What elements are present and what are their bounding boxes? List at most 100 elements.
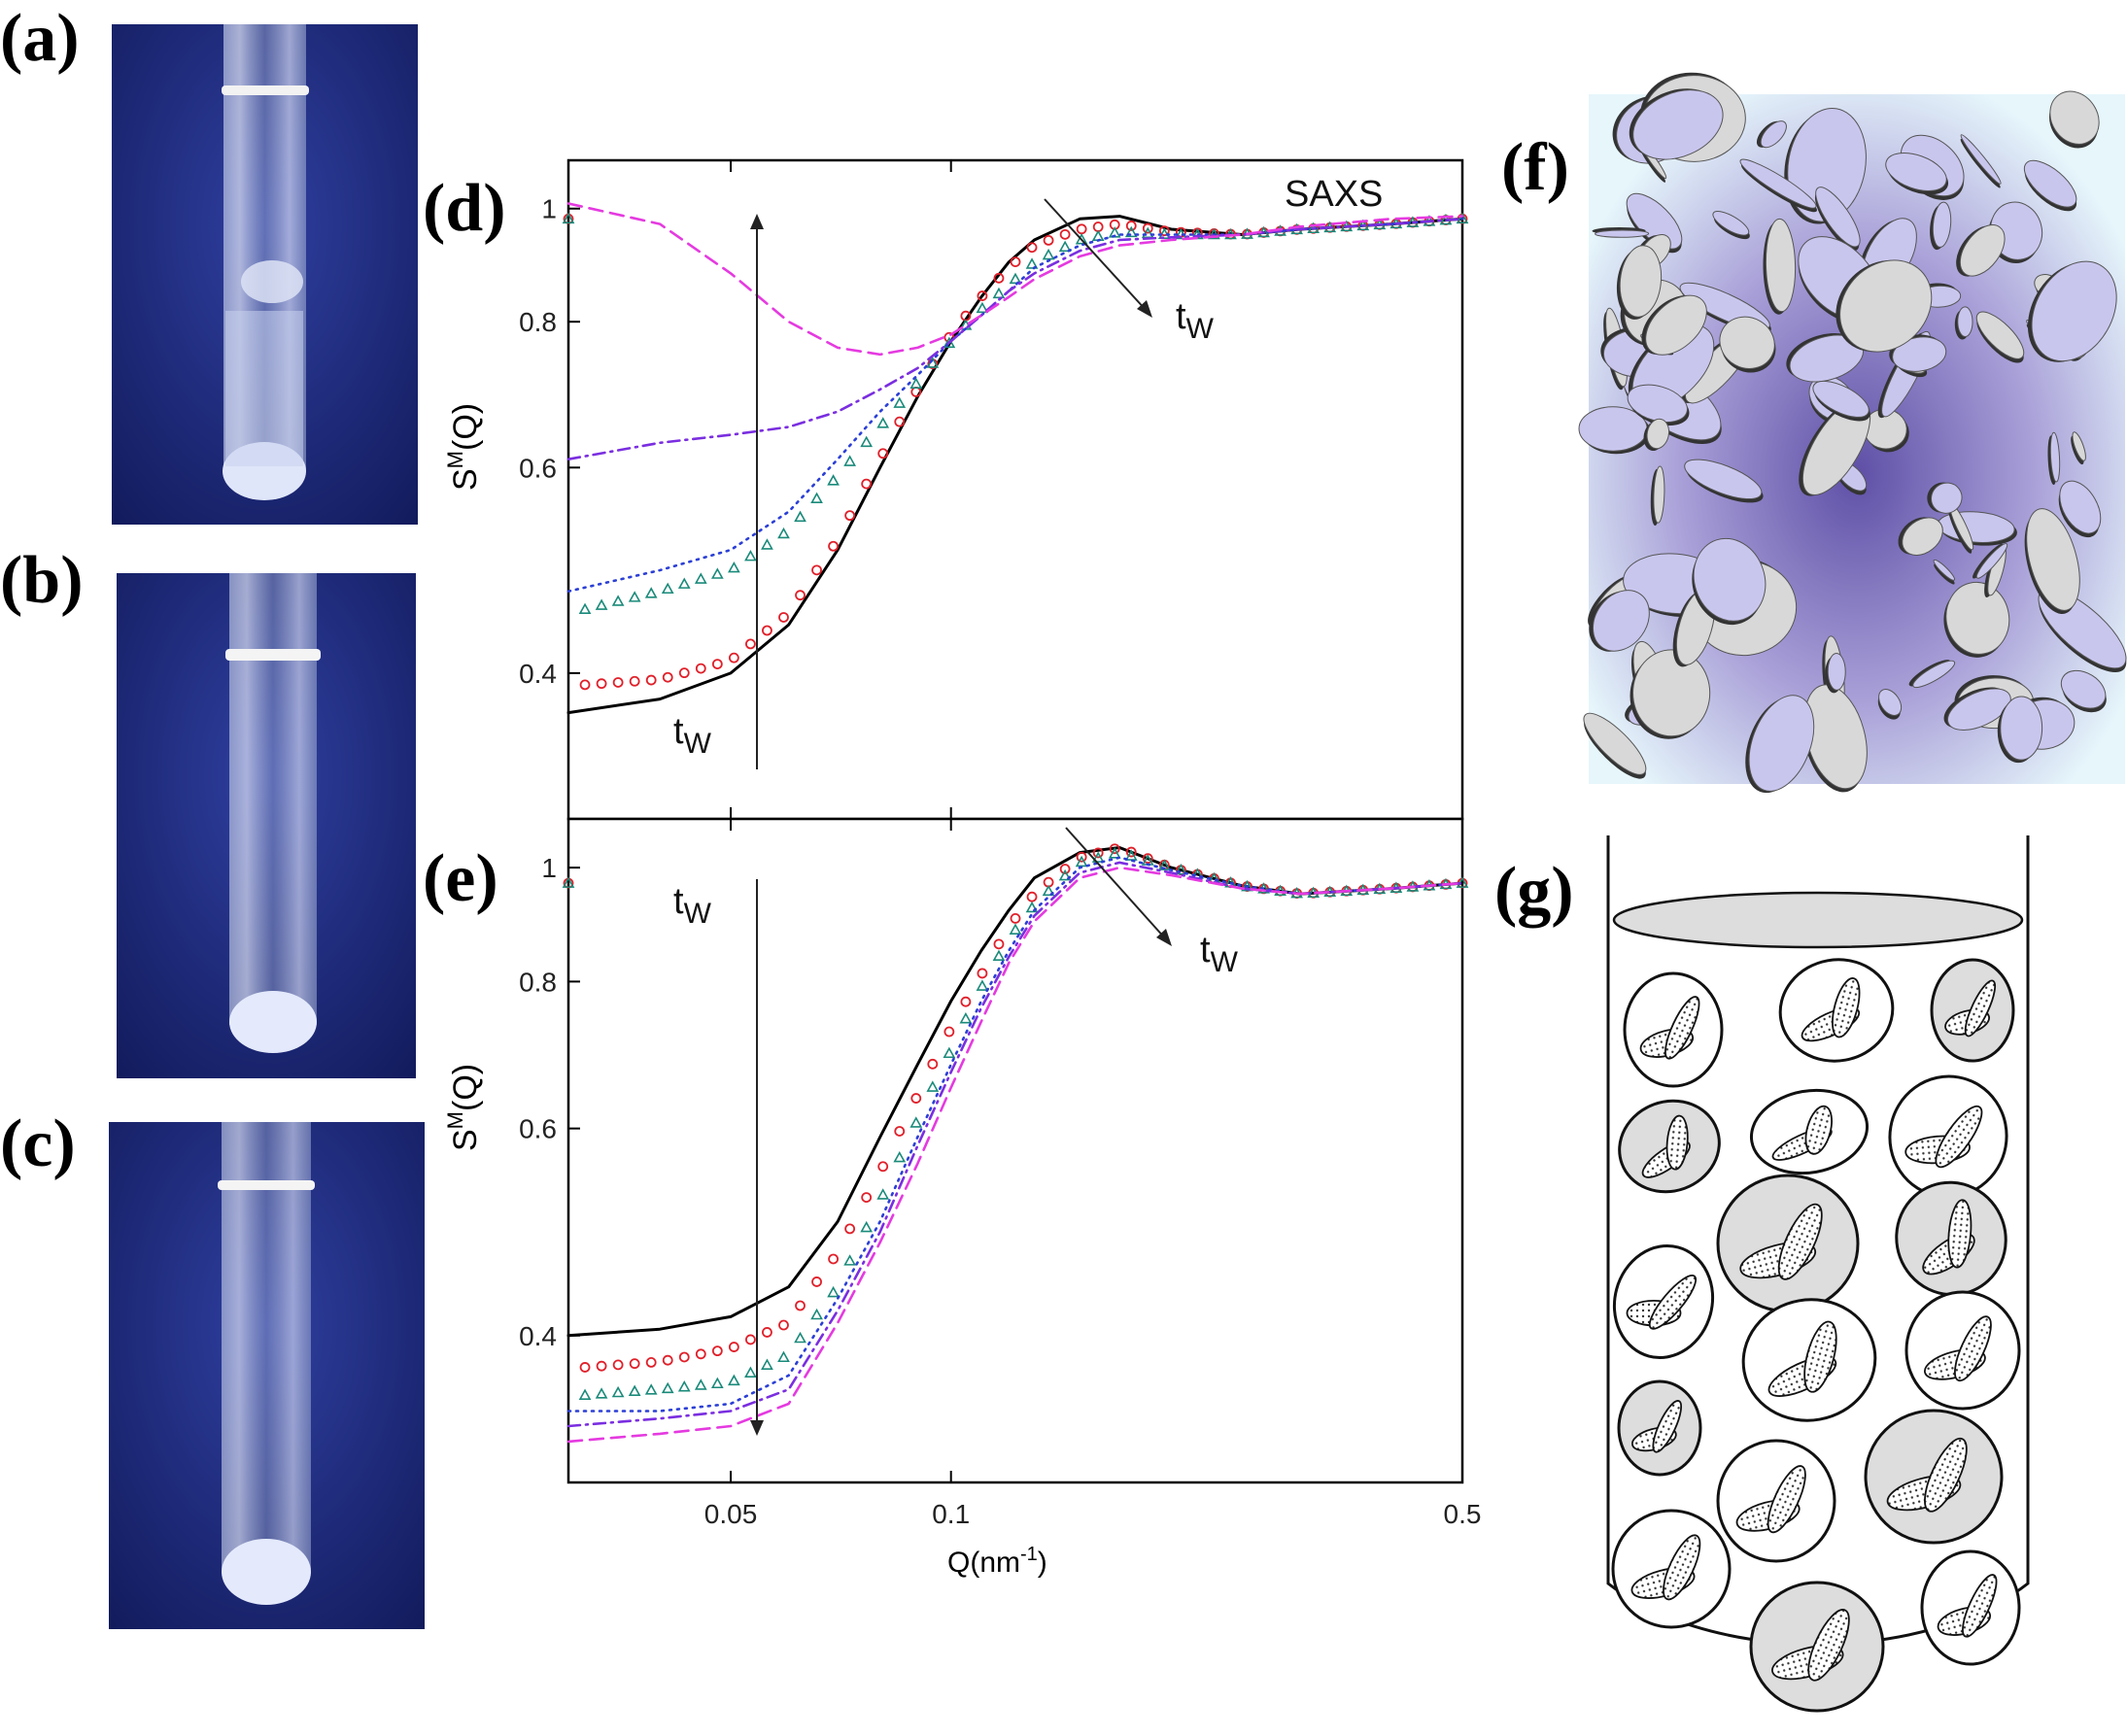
chart-e-xtick-label: 0.05 xyxy=(704,1499,758,1529)
chart-e-series-2-point xyxy=(860,1220,874,1233)
chart-d-series-1-point xyxy=(579,679,591,691)
chart-d-series-2-point xyxy=(1075,232,1088,245)
platelet xyxy=(1812,380,1870,422)
chart-d-series-2-point xyxy=(943,336,956,349)
chart-e-series-2-point xyxy=(578,1388,592,1400)
chart-d-series-2-point xyxy=(909,377,923,389)
platelet xyxy=(1616,245,1663,320)
chart-e-series-2-point xyxy=(777,1350,790,1363)
chart-d-series-2-point xyxy=(1058,240,1072,253)
chart-d-series-2-point xyxy=(794,510,806,523)
chart-d-series-2-point xyxy=(628,591,641,602)
platelet xyxy=(1975,311,2025,363)
chart-e-ytick-label: 1 xyxy=(541,853,557,883)
chart-e-series-1-point xyxy=(745,1334,756,1345)
platelet xyxy=(1692,537,1767,626)
chart-d-series-1-point xyxy=(894,416,906,427)
chart-d-series-2-point xyxy=(1009,272,1022,285)
chart-d-series-1-point xyxy=(1043,234,1054,246)
chart-e-series-2-point xyxy=(1091,851,1105,863)
chart-e-series-1-point xyxy=(877,1161,889,1173)
platelet xyxy=(1814,187,1861,252)
chart-d-series-2-point xyxy=(1124,225,1138,238)
photo-c-test-tube xyxy=(109,1122,425,1629)
chart-e-series-1-point xyxy=(1142,853,1153,865)
platelet xyxy=(1763,218,1797,315)
platelet xyxy=(1712,211,1750,240)
chart-e-series-1-point xyxy=(1076,851,1087,863)
chart-e-series-1-point xyxy=(894,1126,906,1137)
chart-d-series-1-point xyxy=(711,659,723,669)
platelet xyxy=(1629,88,1724,160)
chart-e-series-1-point xyxy=(844,1223,856,1235)
panel-label-g: (g) xyxy=(1494,854,1574,929)
chart-e-series-2-point xyxy=(1025,901,1039,913)
platelet xyxy=(2047,431,2061,486)
chart-e-series-2-point xyxy=(595,1387,608,1399)
chart-d-series-1-point xyxy=(629,675,640,687)
chart-d-series-1-point xyxy=(612,677,624,688)
chart-d-series-2-point xyxy=(893,396,907,408)
chart-e-series-2-point xyxy=(1058,868,1072,881)
chart-e-series-5-line xyxy=(566,866,1464,1444)
platelet xyxy=(2049,90,2100,149)
platelet xyxy=(1627,384,1690,426)
chart-d-frame xyxy=(566,158,1464,821)
platelet xyxy=(2023,159,2077,212)
chart-d-saxs: SAXS 0.4 0.6 0.8 1 xyxy=(519,158,1469,821)
aggregate xyxy=(1741,1298,1877,1422)
platelet xyxy=(1756,120,1787,149)
aggregate xyxy=(1618,1099,1721,1194)
chart-d-series-1-point xyxy=(678,667,690,679)
panel-label-c: (c) xyxy=(0,1106,76,1181)
chart-e-series-2-point xyxy=(909,1116,923,1128)
chart-d-series-2-point xyxy=(860,435,874,448)
platelet xyxy=(1745,695,1815,794)
chart-e-series-1-point xyxy=(910,1093,922,1104)
chart-d-ytick-label: 1 xyxy=(541,194,557,224)
platelet xyxy=(1589,590,1650,652)
chart-e-ylabel: SM(Q) xyxy=(443,1064,484,1151)
platelet xyxy=(1877,689,1903,720)
chart-d-series-2-point xyxy=(843,455,856,466)
chart-d-ytick-label: 0.8 xyxy=(519,307,557,337)
chart-e-series-2-point xyxy=(810,1308,823,1320)
chart-e-series-1-point xyxy=(943,1026,955,1038)
chart-e-series-2-point xyxy=(1124,849,1138,861)
aggregate xyxy=(1888,1074,2008,1199)
illustration-f-platelets xyxy=(1578,72,2127,794)
platelet xyxy=(1835,259,1933,353)
chart-e-series-2-point xyxy=(943,1046,956,1059)
aggregate xyxy=(1778,958,1895,1063)
chart-e-xlabel: Q(nm-1) xyxy=(947,1544,1047,1579)
chart-d-ytick-label: 0.4 xyxy=(519,659,557,689)
platelet xyxy=(1908,660,1956,689)
chart-d-series-2-point xyxy=(744,549,757,562)
chart-e-series-1-point xyxy=(579,1362,591,1373)
chart-e-series-1-point xyxy=(828,1253,839,1265)
chart-e-series-1-point xyxy=(645,1356,657,1368)
chart-d-vertical-arrow xyxy=(750,214,764,769)
chart-d-series-5-line xyxy=(566,202,1464,357)
chart-e-series-2-point xyxy=(661,1381,674,1394)
chart-d-series-1-point xyxy=(1158,225,1170,237)
aggregate xyxy=(1716,1174,1860,1313)
chart-e-ytick-label: 0.8 xyxy=(519,967,557,997)
chart-d-series-1-point xyxy=(662,671,673,683)
chart-e-frame xyxy=(566,817,1464,1484)
chart-e-xtick-label: 0.1 xyxy=(932,1499,970,1529)
aggregate xyxy=(1611,1509,1732,1629)
platelet xyxy=(2024,508,2080,615)
chart-d-series-1-point xyxy=(762,625,772,636)
photo-b-test-tube xyxy=(117,573,416,1078)
chart-d-series-1-point xyxy=(596,678,607,690)
chart-d-series-1-point xyxy=(1125,221,1137,231)
chart-e-series-2-point xyxy=(744,1366,757,1378)
chart-e-xtick-label: 0.5 xyxy=(1444,1499,1482,1529)
platelet xyxy=(2027,260,2117,362)
chart-e-series-2-point xyxy=(611,1385,625,1398)
chart-d-series-2-point xyxy=(827,474,840,486)
chart-e-series-2-point xyxy=(1042,884,1055,897)
platelet xyxy=(1943,581,2010,658)
illustration-g-tube-aggregates xyxy=(1606,835,2030,1713)
